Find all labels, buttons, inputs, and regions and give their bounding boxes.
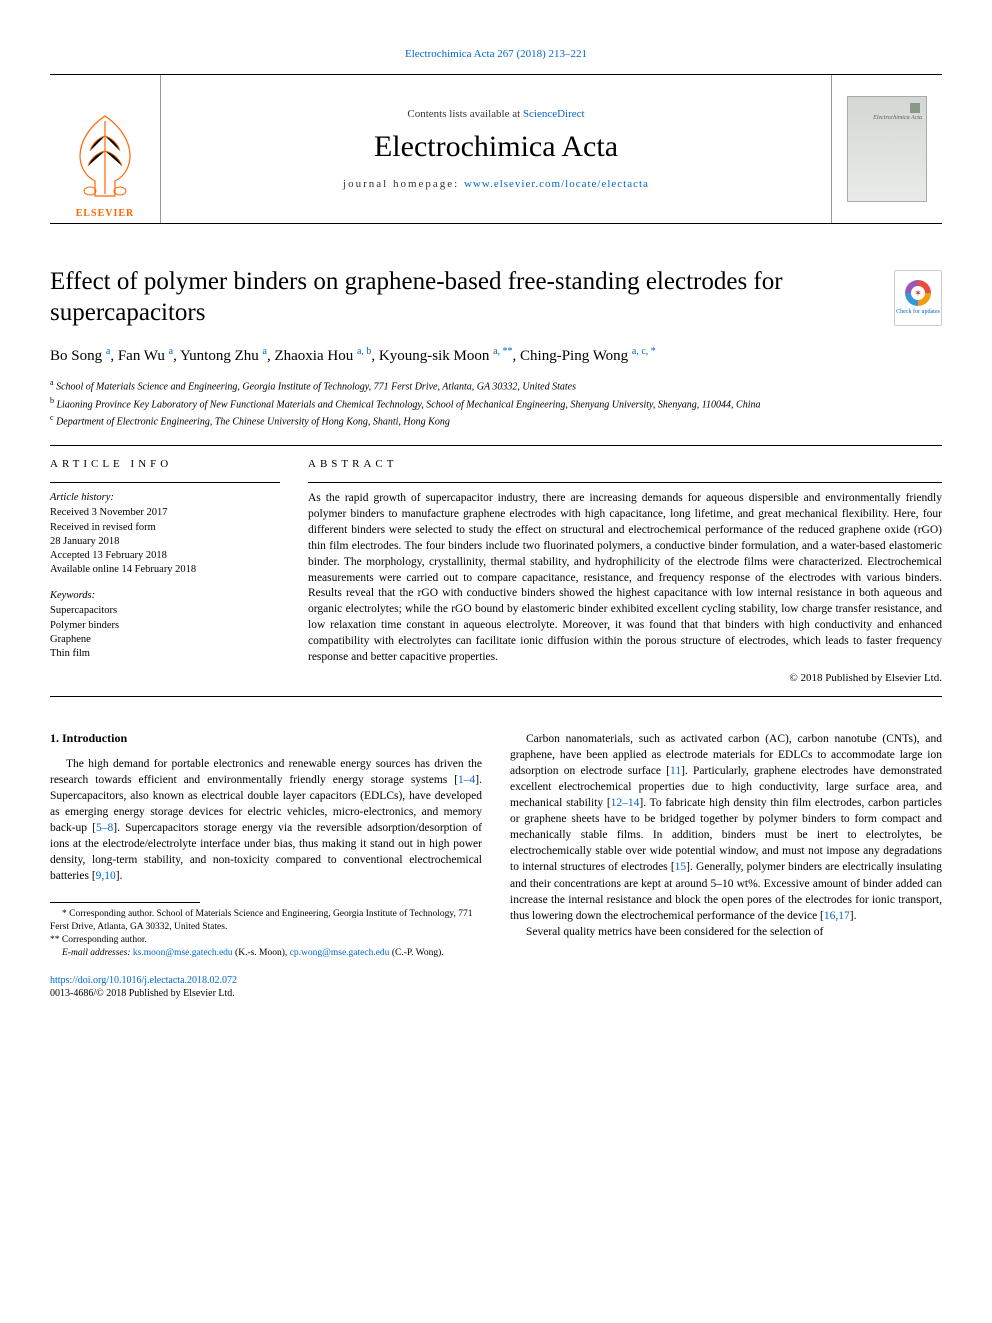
- body-column-right: Carbon nanomaterials, such as activated …: [510, 731, 942, 1001]
- contents-prefix: Contents lists available at: [407, 108, 522, 120]
- footnote-separator: [50, 902, 200, 903]
- homepage-url[interactable]: www.elsevier.com/locate/electacta: [464, 178, 649, 190]
- author-list: Bo Song a, Fan Wu a, Yuntong Zhu a, Zhao…: [50, 345, 942, 368]
- abstract-heading: abstract: [308, 458, 942, 470]
- divider: [308, 482, 942, 483]
- section-heading: 1. Introduction: [50, 731, 482, 746]
- doi-link[interactable]: https://doi.org/10.1016/j.electacta.2018…: [50, 975, 237, 986]
- email-link-1[interactable]: ks.moon@mse.gatech.edu: [133, 948, 233, 958]
- ref-link[interactable]: 16,17: [824, 910, 850, 922]
- history-line: Received in revised form: [50, 521, 280, 535]
- publisher-logo-block: ELSEVIER: [50, 75, 160, 223]
- footnote-corresponding-1: * Corresponding author. School of Materi…: [50, 908, 482, 934]
- article-info-heading: article info: [50, 458, 280, 470]
- sciencedirect-link[interactable]: ScienceDirect: [523, 108, 585, 120]
- crossmark-ring-icon: ✶: [905, 280, 931, 306]
- abstract-column: abstract As the rapid growth of supercap…: [308, 458, 942, 683]
- ref-link[interactable]: 1–4: [458, 774, 475, 786]
- article-title: Effect of polymer binders on graphene-ba…: [50, 266, 876, 329]
- article-info-column: article info Article history: Received 3…: [50, 458, 280, 683]
- publisher-name: ELSEVIER: [76, 208, 135, 219]
- issn-copyright: 0013-4686/© 2018 Published by Elsevier L…: [50, 988, 235, 999]
- keywords-label: Keywords:: [50, 589, 280, 603]
- ref-link[interactable]: 12–14: [611, 797, 640, 809]
- check-updates-label: Check for updates: [896, 309, 940, 316]
- cover-title: Electrochimica Acta: [852, 115, 922, 121]
- history-line: Accepted 13 February 2018: [50, 549, 280, 563]
- body-paragraph: The high demand for portable electronics…: [50, 756, 482, 885]
- homepage-label: journal homepage:: [343, 178, 464, 190]
- affiliations: a School of Materials Science and Engine…: [50, 377, 942, 429]
- ref-link[interactable]: 9,10: [96, 870, 116, 882]
- ref-link[interactable]: 11: [670, 765, 681, 777]
- citation-link-anchor[interactable]: Electrochimica Acta 267 (2018) 213–221: [405, 48, 587, 60]
- history-line: Available online 14 February 2018: [50, 563, 280, 577]
- banner-center: Contents lists available at ScienceDirec…: [160, 75, 832, 223]
- footnote-emails: E-mail addresses: ks.moon@mse.gatech.edu…: [50, 947, 482, 960]
- email-owner-1: (K.-s. Moon),: [233, 948, 290, 958]
- elsevier-tree-icon: [60, 106, 150, 206]
- journal-cover-icon: Electrochimica Acta: [847, 96, 927, 202]
- citation-link: Electrochimica Acta 267 (2018) 213–221: [50, 48, 942, 60]
- history-line: Received 3 November 2017: [50, 506, 280, 520]
- cover-thumb-block: Electrochimica Acta: [832, 75, 942, 223]
- divider: [50, 482, 280, 483]
- footnote-corresponding-2: ** Corresponding author.: [50, 934, 482, 947]
- keyword-line: Polymer binders: [50, 619, 280, 633]
- affiliation-line: c Department of Electronic Engineering, …: [50, 412, 942, 429]
- affiliation-line: b Liaoning Province Key Laboratory of Ne…: [50, 395, 942, 412]
- journal-banner: ELSEVIER Contents lists available at Sci…: [50, 74, 942, 224]
- email-owner-2: (C.-P. Wong).: [389, 948, 443, 958]
- homepage-line: journal homepage: www.elsevier.com/locat…: [343, 178, 649, 190]
- history-label: Article history:: [50, 491, 280, 505]
- history-line: 28 January 2018: [50, 535, 280, 549]
- affiliation-line: a School of Materials Science and Engine…: [50, 377, 942, 394]
- abstract-text: As the rapid growth of supercapacitor in…: [308, 491, 942, 665]
- abstract-copyright: © 2018 Published by Elsevier Ltd.: [308, 672, 942, 684]
- keyword-line: Thin film: [50, 647, 280, 661]
- body-paragraph: Carbon nanomaterials, such as activated …: [510, 731, 942, 924]
- ref-link[interactable]: 5–8: [96, 822, 113, 834]
- email-link-2[interactable]: cp.wong@mse.gatech.edu: [290, 948, 390, 958]
- section-number: 1.: [50, 731, 59, 745]
- ref-link[interactable]: 15: [675, 861, 687, 873]
- divider: [50, 445, 942, 446]
- contents-available-line: Contents lists available at ScienceDirec…: [407, 108, 584, 120]
- body-column-left: 1. Introduction The high demand for port…: [50, 731, 482, 1001]
- section-title: Introduction: [62, 731, 127, 745]
- body-paragraph: Several quality metrics have been consid…: [510, 924, 942, 940]
- keyword-line: Graphene: [50, 633, 280, 647]
- divider: [50, 696, 942, 697]
- journal-name: Electrochimica Acta: [374, 130, 618, 164]
- check-updates-badge[interactable]: ✶ Check for updates: [894, 270, 942, 326]
- email-label: E-mail addresses:: [62, 948, 133, 958]
- doi-block: https://doi.org/10.1016/j.electacta.2018…: [50, 974, 482, 1001]
- keyword-line: Supercapacitors: [50, 604, 280, 618]
